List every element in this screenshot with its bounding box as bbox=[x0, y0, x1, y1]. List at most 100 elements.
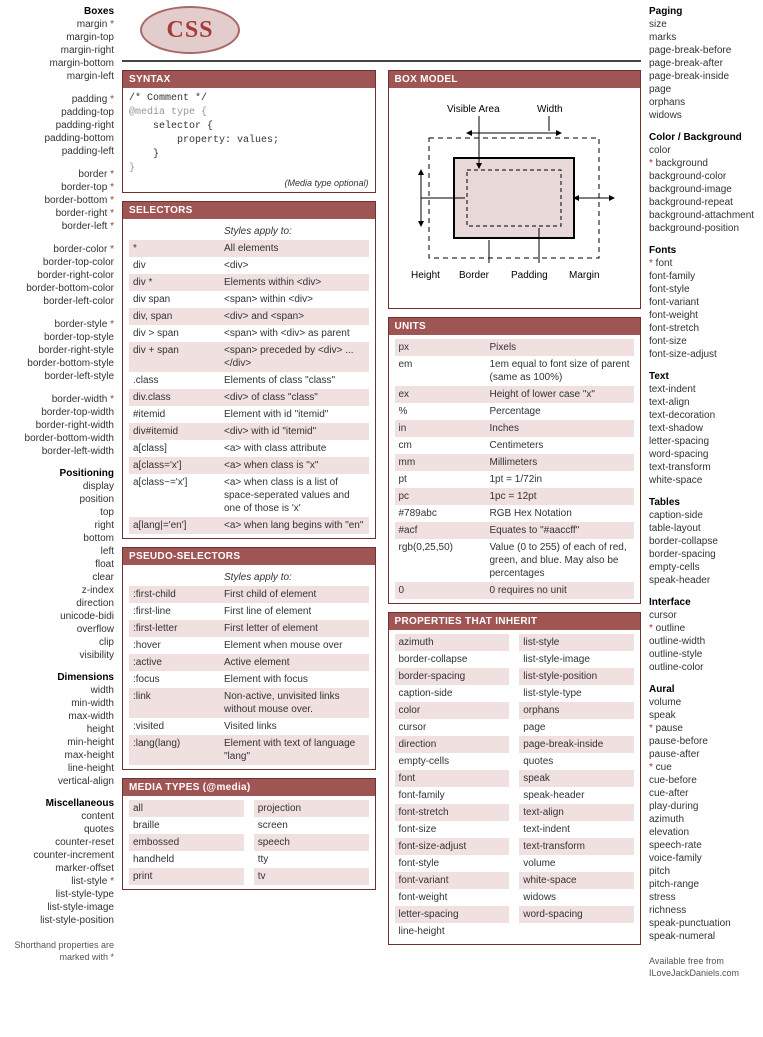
side-item: speak bbox=[649, 709, 757, 722]
side-item: height bbox=[6, 723, 114, 736]
side-item: clear bbox=[6, 571, 114, 584]
list-item: list-style bbox=[519, 634, 634, 651]
side-item: z-index bbox=[6, 584, 114, 597]
star-icon: * bbox=[110, 182, 114, 193]
table-row: :visitedVisited links bbox=[129, 718, 369, 735]
side-group-title: Positioning bbox=[6, 468, 114, 479]
table-row: div#itemid<div> with id "itemid" bbox=[129, 423, 369, 440]
side-item: text-decoration bbox=[649, 409, 757, 422]
side-item: border-color * bbox=[6, 243, 114, 256]
logo-text: CSS bbox=[166, 17, 213, 44]
star-icon: * bbox=[649, 158, 653, 169]
list-item: quotes bbox=[519, 753, 634, 770]
side-item: border-top-width bbox=[6, 406, 114, 419]
panel-header: SELECTORS bbox=[123, 202, 375, 219]
side-item: font-size bbox=[649, 335, 757, 348]
side-group: Boxesmargin *margin-topmargin-rightmargi… bbox=[6, 6, 114, 83]
label-margin: Margin bbox=[569, 270, 600, 281]
side-group: Miscellaneouscontentquotescounter-resetc… bbox=[6, 798, 114, 927]
side-item: min-width bbox=[6, 697, 114, 710]
star-icon: * bbox=[110, 19, 114, 30]
side-item: width bbox=[6, 684, 114, 697]
table-row: exHeight of lower case "x" bbox=[395, 386, 635, 403]
side-item: size bbox=[649, 18, 757, 31]
side-item: font-family bbox=[649, 270, 757, 283]
table-row: *All elements bbox=[129, 240, 369, 257]
side-item: padding-bottom bbox=[6, 132, 114, 145]
table-row: mmMillimeters bbox=[395, 454, 635, 471]
side-item: azimuth bbox=[649, 813, 757, 826]
side-group-title: Tables bbox=[649, 497, 757, 508]
right-sidebar: Pagingsizemarkspage-break-beforepage-bre… bbox=[649, 6, 757, 979]
side-item: volume bbox=[649, 696, 757, 709]
syntax-code: /* Comment */ @media type { selector { p… bbox=[129, 92, 369, 176]
side-item: text-transform bbox=[649, 461, 757, 474]
side-item: counter-reset bbox=[6, 836, 114, 849]
side-item: border-right * bbox=[6, 207, 114, 220]
table-row: div + span<span> preceded by <div> ... <… bbox=[129, 342, 369, 372]
column-a: SYNTAX /* Comment */ @media type { selec… bbox=[122, 70, 376, 953]
side-item: overflow bbox=[6, 623, 114, 636]
table-row: cmCentimeters bbox=[395, 437, 635, 454]
list-item: embossed bbox=[129, 834, 244, 851]
side-item: padding-right bbox=[6, 119, 114, 132]
star-icon: * bbox=[110, 394, 114, 405]
side-group: border-color *border-top-colorborder-rig… bbox=[6, 243, 114, 308]
table-row: pt1pt = 1/72in bbox=[395, 471, 635, 488]
table-row: rgb(0,25,50)Value (0 to 255) of each of … bbox=[395, 539, 635, 582]
star-icon: * bbox=[110, 876, 114, 887]
side-item: line-height bbox=[6, 762, 114, 775]
table-row: div, span<div> and <span> bbox=[129, 308, 369, 325]
table-row: #acfEquates to "#aaccff" bbox=[395, 522, 635, 539]
label-visible: Visible Area bbox=[447, 104, 500, 115]
side-item: empty-cells bbox=[649, 561, 757, 574]
side-item: caption-side bbox=[649, 509, 757, 522]
side-item: max-width bbox=[6, 710, 114, 723]
side-item: richness bbox=[649, 904, 757, 917]
panel-media: MEDIA TYPES (@media) allbrailleembossedh… bbox=[122, 778, 376, 890]
list-item: speak-header bbox=[519, 787, 634, 804]
list-item: tv bbox=[254, 868, 369, 885]
side-item: right bbox=[6, 519, 114, 532]
panel-selectors: SELECTORS Styles apply to:*All elementsd… bbox=[122, 201, 376, 539]
label-padding: Padding bbox=[511, 270, 548, 281]
star-icon: * bbox=[110, 221, 114, 232]
panel-boxmodel: BOX MODEL bbox=[388, 70, 642, 309]
side-item: border * bbox=[6, 168, 114, 181]
label-border: Border bbox=[459, 270, 490, 281]
star-icon: * bbox=[110, 94, 114, 105]
side-item: font-stretch bbox=[649, 322, 757, 335]
side-item: speech-rate bbox=[649, 839, 757, 852]
list-item: border-collapse bbox=[395, 651, 510, 668]
side-item: table-layout bbox=[649, 522, 757, 535]
side-item: bottom bbox=[6, 532, 114, 545]
side-item: page-break-inside bbox=[649, 70, 757, 83]
side-item: margin-top bbox=[6, 31, 114, 44]
side-item: border-left * bbox=[6, 220, 114, 233]
side-item: outline-color bbox=[649, 661, 757, 674]
side-item: background-repeat bbox=[649, 196, 757, 209]
side-item: font-variant bbox=[649, 296, 757, 309]
units-table: pxPixelsem1em equal to font size of pare… bbox=[395, 339, 635, 599]
list-item: font-stretch bbox=[395, 804, 510, 821]
side-item: left bbox=[6, 545, 114, 558]
panel-inherit: PROPERTIES THAT INHERIT azimuthborder-co… bbox=[388, 612, 642, 945]
list-item: font-family bbox=[395, 787, 510, 804]
list-item: azimuth bbox=[395, 634, 510, 651]
side-item: border-collapse bbox=[649, 535, 757, 548]
side-item: * background bbox=[649, 157, 757, 170]
side-item: list-style-image bbox=[6, 901, 114, 914]
side-item: voice-family bbox=[649, 852, 757, 865]
list-item: font-variant bbox=[395, 872, 510, 889]
side-item: border-right-width bbox=[6, 419, 114, 432]
list-item: list-style-image bbox=[519, 651, 634, 668]
side-group: Fonts* fontfont-familyfont-stylefont-var… bbox=[649, 245, 757, 361]
syntax-note: (Media type optional) bbox=[129, 178, 369, 188]
side-group: border-width *border-top-widthborder-rig… bbox=[6, 393, 114, 458]
table-row: #itemidElement with id "itemid" bbox=[129, 406, 369, 423]
inherit-grid: azimuthborder-collapseborder-spacingcapt… bbox=[395, 634, 635, 940]
side-group-title: Text bbox=[649, 371, 757, 382]
label-width: Width bbox=[537, 104, 563, 115]
star-icon: * bbox=[110, 319, 114, 330]
list-item: list-style-position bbox=[519, 668, 634, 685]
